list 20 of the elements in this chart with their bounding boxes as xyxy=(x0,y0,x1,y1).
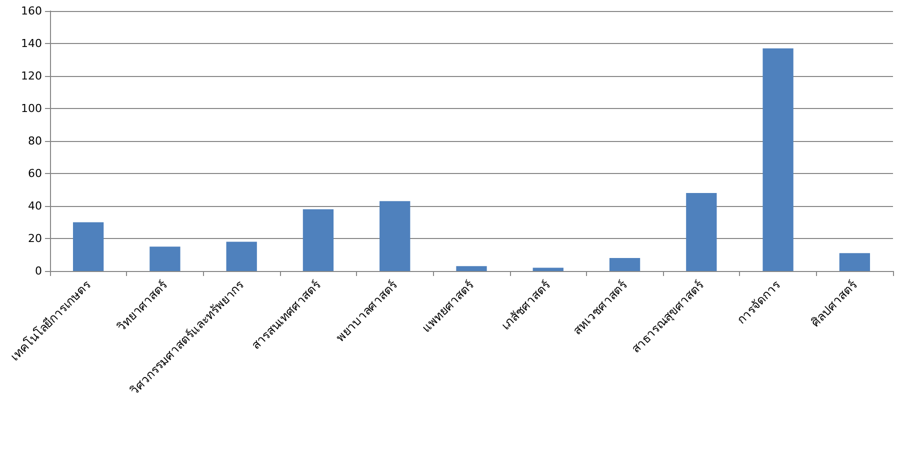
y-tick-label: 40 xyxy=(28,200,42,212)
bar xyxy=(150,246,180,271)
bar xyxy=(72,222,104,271)
y-tick-label: 100 xyxy=(21,102,42,115)
bar xyxy=(456,266,487,271)
y-tick-label: 120 xyxy=(21,70,42,82)
y-tick-label: 20 xyxy=(28,232,42,245)
bar xyxy=(380,201,410,271)
bar xyxy=(226,242,257,271)
bar xyxy=(302,209,334,271)
y-tick-label: 0 xyxy=(35,264,42,278)
y-tick-label: 160 xyxy=(21,4,42,18)
y-tick-label: 80 xyxy=(28,134,42,148)
bar xyxy=(609,258,640,271)
y-tick-label: 140 xyxy=(21,37,42,50)
bar xyxy=(762,48,794,271)
bar xyxy=(839,253,870,271)
bar xyxy=(686,193,717,271)
y-tick-label: 60 xyxy=(28,167,42,180)
bar xyxy=(532,268,564,271)
